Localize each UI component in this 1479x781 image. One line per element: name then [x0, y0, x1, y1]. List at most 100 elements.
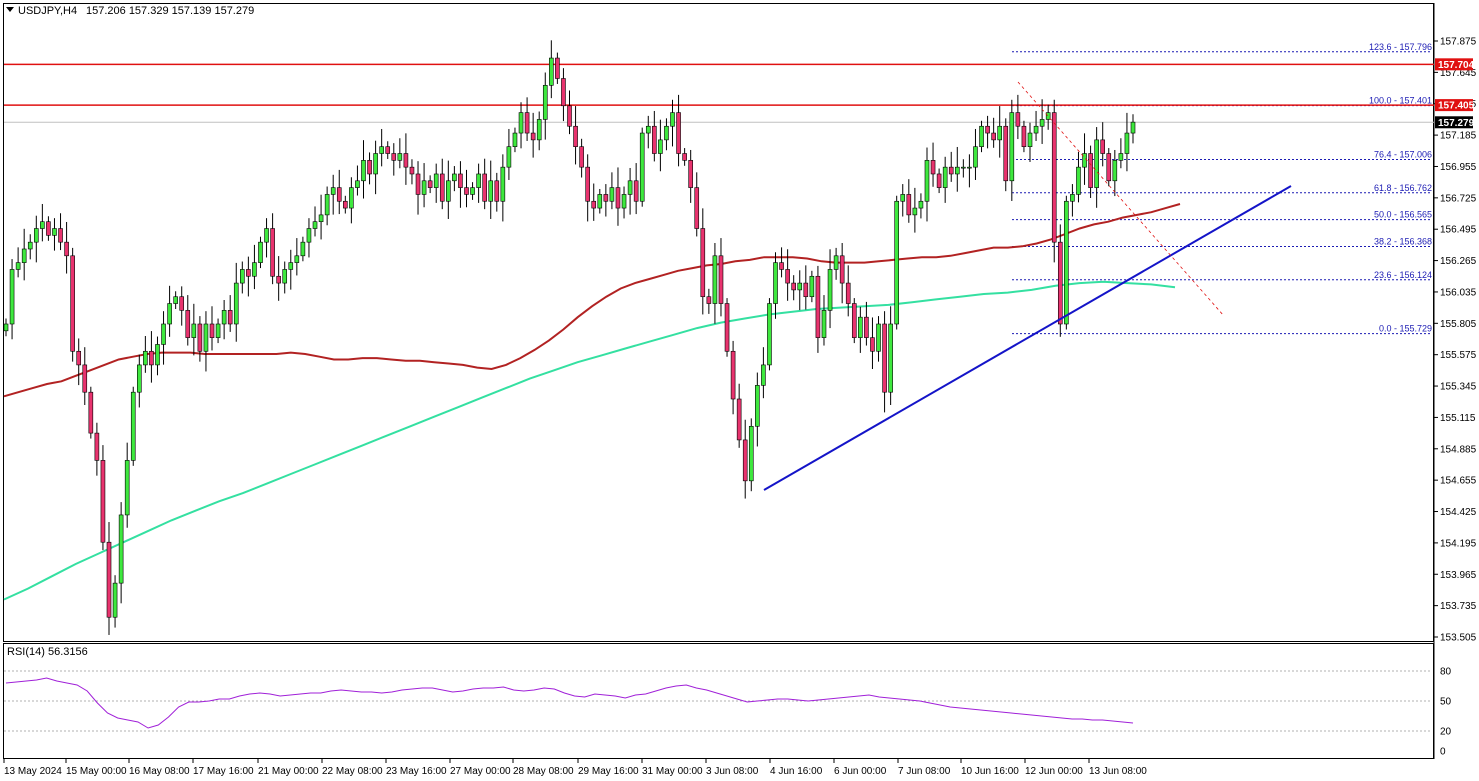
- candle-body: [185, 310, 191, 338]
- candle-body: [209, 323, 215, 338]
- candle-body: [367, 160, 372, 175]
- candle-body: [343, 200, 348, 209]
- candle-body: [94, 432, 100, 461]
- candle-body: [1021, 125, 1027, 147]
- candle-body: [476, 173, 481, 188]
- price-tick-label: 154.425: [1440, 507, 1477, 518]
- candle-body: [336, 187, 342, 202]
- rsi-level-label: 20: [1440, 727, 1452, 738]
- candle-body: [524, 112, 530, 134]
- candle-body: [415, 173, 421, 195]
- rsi-level-label: 80: [1440, 667, 1452, 678]
- candle-body: [864, 316, 869, 338]
- candle-body: [330, 187, 336, 195]
- candle-body: [21, 248, 27, 263]
- candle-body: [858, 316, 863, 338]
- candle-body: [621, 194, 627, 209]
- candle-body: [349, 187, 354, 209]
- price-tick-label: 154.195: [1440, 538, 1477, 549]
- candle-body: [288, 262, 294, 270]
- fib-retracement-diagonal[interactable]: [1017, 81, 1225, 317]
- trend-lines[interactable]: [763, 81, 1292, 491]
- candle-body: [973, 146, 978, 168]
- candle-body: [639, 132, 645, 202]
- candle-body: [246, 269, 251, 277]
- candle-body: [130, 391, 136, 461]
- candle-body: [385, 146, 391, 154]
- candle-body: [767, 303, 772, 366]
- price-tag: [1435, 58, 1473, 71]
- candle-body: [1015, 112, 1021, 127]
- candle-body: [106, 541, 112, 618]
- chart-header-ohlc: 157.206 157.329 157.139 157.279: [86, 5, 254, 17]
- candle-body: [518, 112, 524, 134]
- candle-body: [494, 180, 500, 202]
- candle-body: [179, 296, 185, 311]
- candle-body: [791, 282, 796, 291]
- symbol-dropdown-icon[interactable]: [6, 7, 14, 12]
- candle-body: [839, 255, 845, 284]
- candle-body: [391, 153, 397, 161]
- candle-body: [15, 262, 21, 270]
- candle-body: [58, 228, 63, 243]
- candle-body: [397, 153, 403, 161]
- candle-body: [961, 166, 966, 169]
- fib-level-label: 123.6 - 157.796: [1369, 42, 1432, 52]
- candle-body: [1088, 153, 1093, 188]
- candle-body: [609, 187, 615, 202]
- candle-body: [924, 160, 930, 202]
- candle-body: [161, 323, 166, 345]
- candle-body: [324, 194, 330, 216]
- candle-body: [143, 350, 148, 366]
- candle-body: [258, 241, 263, 263]
- candle-body: [700, 228, 706, 298]
- rsi-level-label: 0: [1440, 747, 1446, 758]
- candle-body: [427, 180, 433, 188]
- candle-body: [627, 180, 633, 195]
- candle-body: [433, 173, 439, 188]
- chart-header-symbol: USDJPY,H4: [18, 5, 77, 17]
- time-tick-label: 23 May 16:00: [386, 766, 447, 777]
- candle-body: [645, 125, 651, 134]
- candle-body: [1076, 166, 1081, 195]
- candle-body: [585, 166, 590, 202]
- candle-body: [942, 166, 948, 188]
- candle-body: [615, 187, 621, 209]
- candle-body: [888, 323, 893, 393]
- candle-body: [555, 57, 560, 79]
- fib-level-label: 38.2 - 156.368: [1374, 237, 1432, 247]
- candle-body: [755, 385, 760, 427]
- candle-body: [536, 119, 542, 141]
- candle-body: [979, 125, 984, 147]
- candle-body: [1124, 132, 1130, 154]
- candle-body: [851, 303, 857, 338]
- time-tick-label: 12 Jun 00:00: [1025, 766, 1083, 777]
- candle-body: [215, 323, 221, 338]
- candle-body: [500, 166, 506, 202]
- price-tick-label: 153.735: [1440, 601, 1477, 612]
- candle-body: [724, 303, 730, 352]
- price-tick-label: 156.495: [1440, 225, 1477, 236]
- candle-body: [779, 262, 784, 270]
- price-tick-label: 157.645: [1440, 68, 1477, 79]
- candle-body: [76, 350, 82, 366]
- price-tick-label: 155.575: [1440, 350, 1477, 361]
- price-tick-label: 157.875: [1440, 37, 1477, 48]
- price-tick-label: 155.805: [1440, 319, 1477, 330]
- candle-body: [82, 364, 88, 393]
- candle-body: [1094, 139, 1099, 188]
- candle-body: [948, 166, 954, 175]
- price-tick-label: 153.505: [1440, 633, 1477, 644]
- candle-body: [1070, 194, 1075, 202]
- time-tick-label: 28 May 08:00: [513, 766, 574, 777]
- candle-body: [203, 323, 209, 352]
- ascending-trendline[interactable]: [763, 185, 1292, 491]
- candle-body: [736, 398, 742, 441]
- candle-body: [1130, 121, 1136, 134]
- price-tick-label: 156.955: [1440, 162, 1477, 173]
- candle-body: [991, 132, 996, 141]
- candle-body: [294, 255, 300, 263]
- time-tick-label: 6 Jun 00:00: [834, 766, 887, 777]
- rsi-panel-title: RSI(14) 56.3156: [7, 646, 88, 658]
